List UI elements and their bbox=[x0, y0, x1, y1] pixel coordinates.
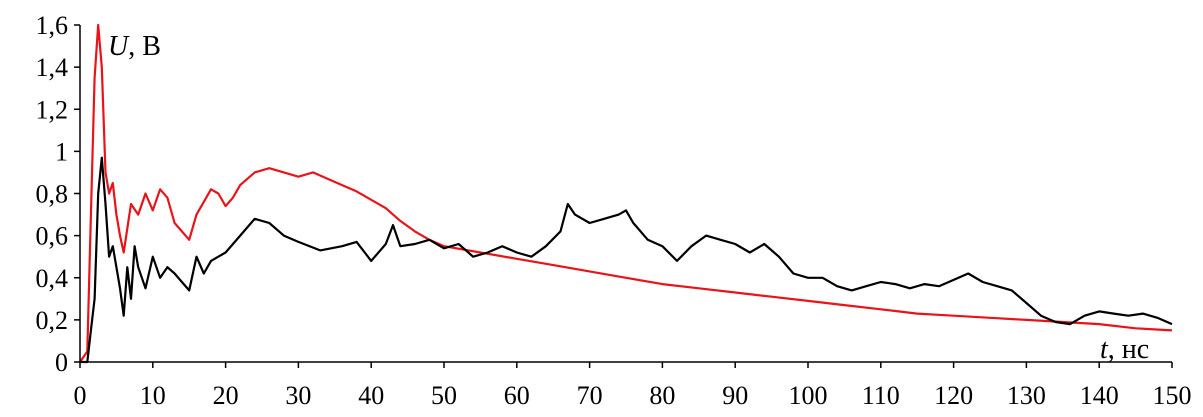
x-tick-label: 110 bbox=[862, 381, 900, 410]
series-line-2 bbox=[80, 156, 1173, 364]
plot-area bbox=[79, 23, 1173, 364]
x-tick-label: 150 bbox=[1153, 381, 1192, 410]
x-tick-label: 100 bbox=[789, 381, 828, 410]
series-group bbox=[79, 23, 1173, 364]
x-axis-unit: , нс bbox=[1108, 334, 1149, 365]
x-tick-label: 80 bbox=[649, 381, 675, 410]
y-tick-label: 1,4 bbox=[36, 53, 69, 82]
x-tick-label: 30 bbox=[285, 381, 311, 410]
x-tick-label: 90 bbox=[722, 381, 748, 410]
y-tick-label: 0,8 bbox=[36, 180, 69, 209]
x-tick-label: 40 bbox=[358, 381, 384, 410]
y-tick-label: 1,6 bbox=[36, 11, 69, 40]
y-axis-ticks: 0 0,2 0,4 0,6 0,8 1 1,2 1,4 1,6 bbox=[36, 11, 80, 377]
x-axis-label: t, нс bbox=[1100, 334, 1149, 365]
y-axis-symbol: U bbox=[108, 31, 130, 62]
y-tick-label: 1,2 bbox=[36, 95, 69, 124]
x-tick-label: 70 bbox=[577, 381, 603, 410]
series-line-1 bbox=[79, 23, 1173, 363]
x-axis-ticks: 0 10 20 30 40 50 60 70 80 90 100 110 120 130 140 150 bbox=[74, 362, 1192, 410]
y-tick-label: 0,6 bbox=[36, 222, 69, 251]
y-tick-label: 1 bbox=[55, 137, 68, 166]
x-tick-label: 130 bbox=[1007, 381, 1046, 410]
y-tick-label: 0,4 bbox=[36, 264, 69, 293]
y-tick-label: 0,2 bbox=[36, 306, 69, 335]
x-axis-symbol: t bbox=[1100, 334, 1109, 365]
y-axis-unit: , В bbox=[128, 31, 161, 62]
x-tick-label: 10 bbox=[140, 381, 166, 410]
x-tick-label: 60 bbox=[504, 381, 530, 410]
x-tick-label: 120 bbox=[934, 381, 973, 410]
x-tick-label: 140 bbox=[1080, 381, 1119, 410]
y-axis-label: U, В bbox=[108, 31, 161, 62]
x-tick-label: 20 bbox=[213, 381, 239, 410]
x-tick-label: 0 bbox=[74, 381, 87, 410]
x-tick-label: 50 bbox=[431, 381, 457, 410]
y-tick-label: 0 bbox=[55, 348, 68, 377]
